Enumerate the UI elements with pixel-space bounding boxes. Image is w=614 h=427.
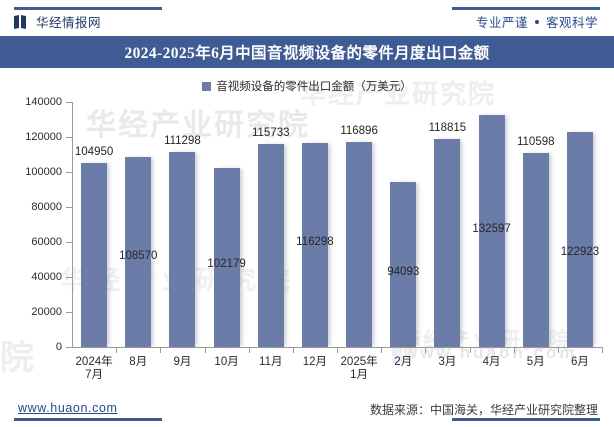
footer-website-link[interactable]: www.huaon.com: [18, 401, 118, 415]
y-axis-tick: [66, 102, 72, 103]
x-axis-tick: [204, 347, 206, 353]
bar[interactable]: [478, 114, 505, 347]
x-axis-tick: [469, 347, 471, 353]
x-axis-label: 9月: [173, 356, 192, 368]
bar-value-label: 104950: [74, 146, 114, 159]
bar-value-label: 102179: [207, 258, 246, 270]
y-axis-tick: [66, 312, 72, 313]
footer-source-note: 数据来源：中国海关，华经产业研究院整理: [369, 403, 598, 417]
bar[interactable]: [213, 168, 240, 347]
bar[interactable]: [301, 143, 328, 347]
y-axis-tick: [66, 347, 72, 348]
bar-value-label: 108570: [119, 250, 158, 262]
header-rule-left: [14, 7, 162, 10]
y-axis-tick: [66, 242, 72, 243]
bar[interactable]: [169, 152, 196, 347]
y-axis-tick: [66, 207, 72, 208]
book-logo-icon: [14, 14, 26, 29]
x-axis-label: 11月: [259, 356, 283, 368]
y-axis-tick: [66, 137, 72, 138]
footer-rule-left: [14, 418, 162, 421]
y-axis-label: 120000: [25, 131, 62, 143]
x-axis-tick: [292, 347, 294, 353]
y-axis-tick: [66, 172, 72, 173]
x-axis-tick: [160, 347, 162, 353]
bar[interactable]: [125, 157, 152, 347]
header-rule-right: [452, 7, 600, 10]
bar[interactable]: [257, 144, 284, 347]
bar[interactable]: [434, 139, 461, 347]
x-axis-tick: [116, 347, 118, 353]
x-axis-tick: [425, 347, 427, 353]
x-axis-tick: [381, 347, 383, 353]
footer-rule-right: [452, 418, 600, 421]
bar-value-label: 118815: [428, 122, 467, 135]
bar-value-label: 110598: [516, 136, 555, 149]
y-axis-label: 80000: [31, 201, 62, 213]
site-footer: www.huaon.com 数据来源：中国海关，华经产业研究院整理: [0, 391, 614, 427]
y-axis-label: 60000: [31, 236, 62, 248]
x-axis-label: 5月: [526, 356, 545, 368]
legend-label: 音视频设备的零件出口金额（万美元）: [216, 81, 412, 93]
bar-value-label: 116298: [296, 236, 334, 248]
x-axis-label: 2月: [394, 356, 413, 368]
y-axis-tick: [66, 277, 72, 278]
x-axis-tick: [513, 347, 515, 353]
bullet-dot-icon: [534, 19, 539, 24]
bar[interactable]: [566, 131, 593, 347]
header-tagline: 专业严谨 客观科学: [476, 12, 598, 31]
bar-value-label: 94093: [387, 266, 420, 278]
legend-swatch-icon: [202, 82, 212, 91]
watermark-text: 院: [0, 339, 34, 377]
chart-legend: 音视频设备的零件出口金额（万美元）: [0, 78, 614, 94]
y-axis-label: 100000: [25, 166, 62, 178]
x-axis-tick: [248, 347, 250, 353]
chart-canvas: 华经产业研究院 华经产业研究院 华经产业研究院 院 华经产业研究院 www.hu…: [0, 68, 614, 391]
y-axis-label: 140000: [25, 96, 62, 108]
bar[interactable]: [390, 182, 417, 347]
tagline-left: 专业严谨: [475, 16, 528, 30]
x-axis-label: 3月: [438, 356, 457, 368]
bar-value-label: 111298: [164, 135, 201, 148]
x-axis-label: 10月: [214, 356, 239, 368]
site-header: 华经情报网 专业严谨 客观科学: [0, 0, 614, 36]
y-axis-label: 0: [55, 341, 62, 353]
y-axis-label: 20000: [31, 306, 62, 318]
y-axis-line: [72, 102, 73, 348]
bar-value-label: 116896: [340, 125, 378, 138]
bar[interactable]: [81, 163, 108, 347]
bar-value-label: 115733: [251, 127, 290, 140]
y-axis-label: 40000: [31, 271, 62, 283]
bar[interactable]: [346, 142, 373, 347]
x-axis-label: 12月: [302, 356, 328, 368]
title-band: 2024-2025年6月中国音视频设备的零件月度出口金额: [0, 36, 614, 68]
x-axis-label: 4月: [482, 356, 501, 368]
x-axis-label: 2025年 1月: [340, 356, 378, 381]
brand-name: 华经情报网: [36, 16, 102, 30]
x-axis-tick: [337, 347, 338, 353]
x-axis-label: 6月: [570, 356, 589, 368]
tagline-right: 客观科学: [545, 16, 598, 30]
bar-value-label: 132597: [472, 223, 511, 235]
bar[interactable]: [522, 153, 549, 347]
x-axis-tick: [557, 347, 559, 353]
x-axis-label: 8月: [129, 356, 148, 368]
x-axis-tick: [602, 347, 603, 353]
x-axis-label: 2024年 7月: [75, 356, 113, 381]
brand[interactable]: 华经情报网: [14, 12, 101, 31]
bar-value-label: 122923: [560, 246, 600, 258]
page-title: 2024-2025年6月中国音视频设备的零件月度出口金额: [124, 45, 490, 62]
